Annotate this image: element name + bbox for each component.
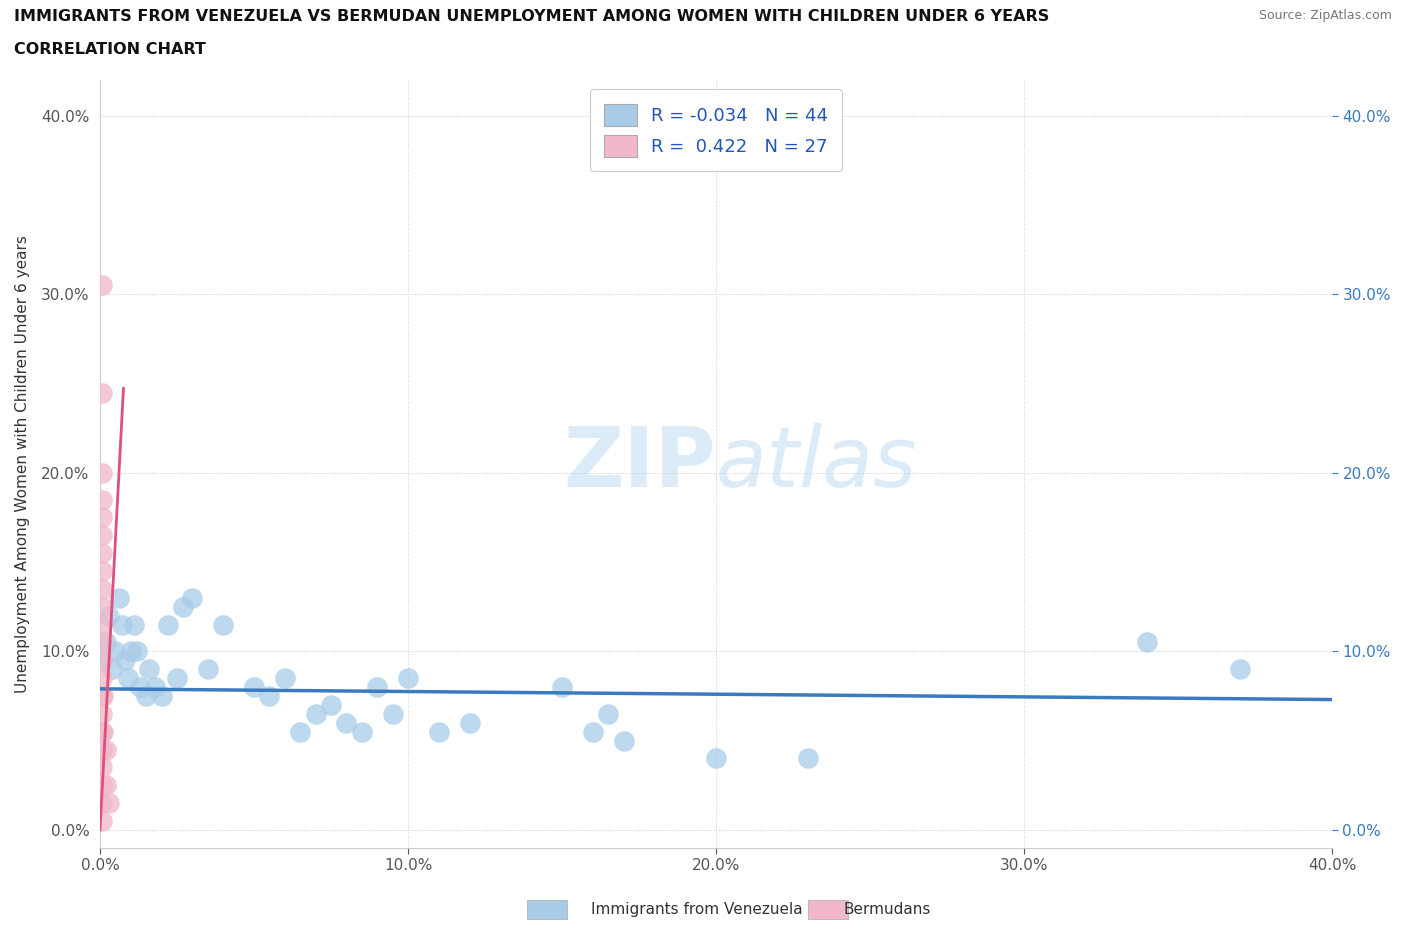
- Text: atlas: atlas: [716, 423, 918, 504]
- Point: [797, 751, 820, 766]
- Point: [1136, 635, 1159, 650]
- Point: [122, 618, 145, 632]
- Point: [613, 733, 636, 748]
- Point: [91, 653, 114, 668]
- Point: [90, 760, 112, 775]
- Point: [90, 278, 112, 293]
- Point: [243, 680, 266, 695]
- Point: [98, 796, 121, 811]
- Point: [110, 618, 132, 632]
- Point: [90, 688, 112, 703]
- Point: [90, 492, 112, 507]
- Text: ZIP: ZIP: [564, 423, 716, 504]
- Point: [90, 528, 112, 543]
- Point: [150, 688, 173, 703]
- Point: [125, 644, 148, 658]
- Point: [290, 724, 312, 739]
- Point: [104, 644, 127, 658]
- Point: [304, 707, 326, 722]
- Y-axis label: Unemployment Among Women with Children Under 6 years: Unemployment Among Women with Children U…: [15, 235, 30, 693]
- Point: [1229, 662, 1251, 677]
- Point: [172, 599, 194, 614]
- Point: [274, 671, 297, 685]
- Point: [135, 688, 157, 703]
- Point: [582, 724, 605, 739]
- Point: [90, 465, 112, 480]
- Point: [427, 724, 450, 739]
- Point: [90, 742, 112, 757]
- Point: [551, 680, 574, 695]
- Point: [90, 814, 112, 829]
- Point: [350, 724, 373, 739]
- Point: [156, 618, 179, 632]
- Text: IMMIGRANTS FROM VENEZUELA VS BERMUDAN UNEMPLOYMENT AMONG WOMEN WITH CHILDREN UND: IMMIGRANTS FROM VENEZUELA VS BERMUDAN UN…: [14, 9, 1049, 24]
- Point: [90, 671, 112, 685]
- Text: Bermudans: Bermudans: [844, 902, 931, 917]
- Point: [117, 671, 139, 685]
- Point: [166, 671, 188, 685]
- Point: [381, 707, 404, 722]
- Point: [704, 751, 727, 766]
- Point: [107, 591, 129, 605]
- Point: [90, 546, 112, 561]
- Text: Source: ZipAtlas.com: Source: ZipAtlas.com: [1258, 9, 1392, 22]
- Point: [259, 688, 281, 703]
- Point: [90, 618, 112, 632]
- Point: [90, 385, 112, 400]
- Point: [114, 653, 136, 668]
- Point: [90, 796, 112, 811]
- Point: [138, 662, 160, 677]
- Point: [90, 724, 112, 739]
- Point: [96, 635, 118, 650]
- Point: [96, 777, 118, 792]
- Point: [90, 635, 112, 650]
- Text: Immigrants from Venezuela: Immigrants from Venezuela: [591, 902, 803, 917]
- Point: [335, 715, 357, 730]
- Point: [212, 618, 235, 632]
- Point: [90, 707, 112, 722]
- Text: CORRELATION CHART: CORRELATION CHART: [14, 42, 205, 57]
- Point: [90, 653, 112, 668]
- Legend: R = -0.034   N = 44, R =  0.422   N = 27: R = -0.034 N = 44, R = 0.422 N = 27: [589, 89, 842, 171]
- Point: [458, 715, 481, 730]
- Point: [90, 599, 112, 614]
- Point: [129, 680, 152, 695]
- Point: [145, 680, 167, 695]
- Point: [98, 608, 121, 623]
- Point: [91, 688, 114, 703]
- Point: [197, 662, 219, 677]
- Point: [90, 581, 112, 596]
- Point: [120, 644, 142, 658]
- Point: [396, 671, 419, 685]
- Point: [91, 724, 114, 739]
- Point: [101, 662, 124, 677]
- Point: [366, 680, 388, 695]
- Point: [598, 707, 620, 722]
- Point: [90, 777, 112, 792]
- Point: [90, 510, 112, 525]
- Point: [181, 591, 204, 605]
- Point: [96, 742, 118, 757]
- Point: [319, 698, 342, 712]
- Point: [90, 564, 112, 578]
